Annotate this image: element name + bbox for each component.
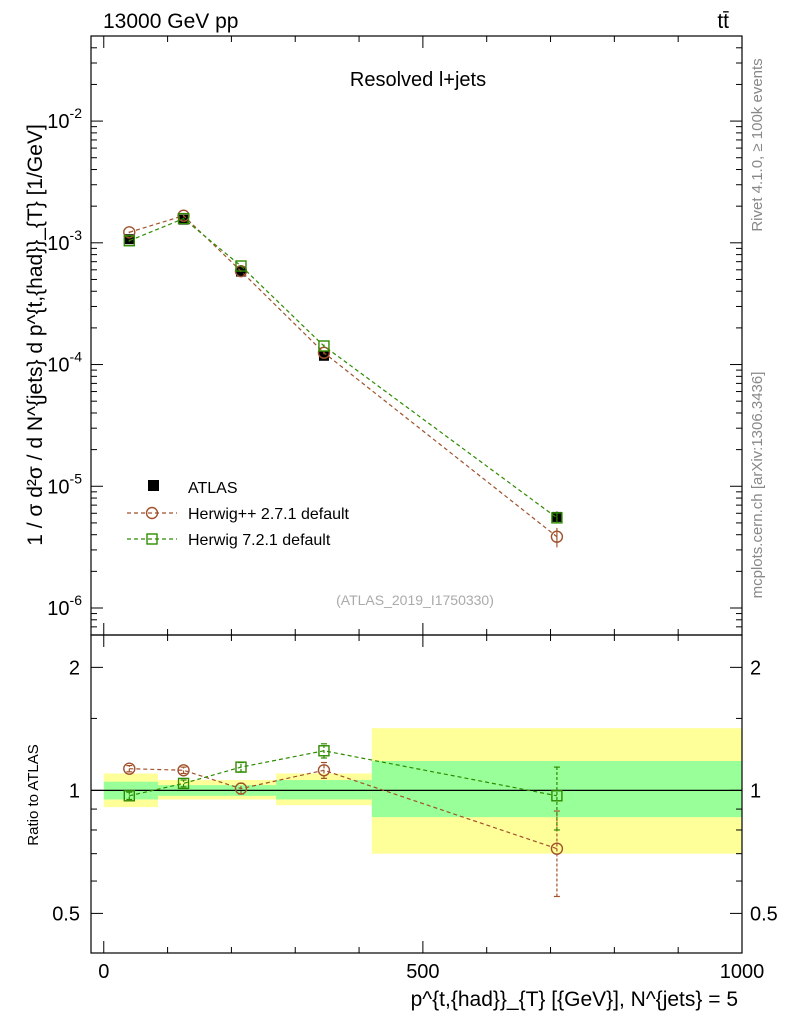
data-point-herwig7 (318, 340, 330, 352)
legend-label-atlas: ATLAS (188, 480, 238, 497)
analysis-id: (ATLAS_2019_I1750330) (336, 592, 494, 608)
mcplots-reference-label: mcplots.cern.ch [arXiv:1306.3436] (749, 372, 766, 599)
data-point-herwigpp (123, 226, 136, 239)
process-label: tt̄ (717, 10, 729, 33)
legend-label-herwig7: Herwig 7.2.1 default (188, 532, 331, 549)
legend-marker-herwig7 (146, 533, 158, 545)
ratio-series-group (123, 743, 564, 898)
main-y-axis: 10-6 10-5 10-4 10-3 10-2 (47, 105, 742, 620)
x-tick-label: 500 (406, 961, 439, 983)
ratio-point-herwigpp (123, 762, 136, 775)
ratio-point-herwig7 (235, 761, 247, 773)
rivet-version-label: Rivet 4.1.0, ≥ 100k events (749, 58, 766, 231)
ratio-y-tick-label-right: 0.5 (750, 903, 778, 925)
data-point-atlas (124, 234, 135, 245)
plot-title: Resolved l+jets (350, 69, 486, 91)
ratio-plot-panel: 0.5 0.5 1 1 2 2 0 500 1000 (52, 634, 778, 983)
main-y-axis-label: 1 / σ d²σ / d N^{jets} d p^{t,{had}}_{T}… (24, 124, 47, 546)
data-point-herwig7 (123, 235, 135, 247)
main-plot-panel: 10-6 10-5 10-4 10-3 10-2 Resolved l+jets (AT… (47, 35, 743, 636)
ratio-point-herwigpp (317, 764, 331, 777)
ratio-point-herwig7 (318, 745, 330, 757)
main-series-group (123, 209, 564, 548)
data-point-herwig7 (177, 212, 190, 225)
ratio-y-axis-label: Ratio to ATLAS (25, 744, 42, 845)
data-point-atlas (318, 350, 329, 361)
ratio-point-herwig7 (123, 790, 135, 802)
legend-label-herwigpp: Herwig++ 2.7.1 default (188, 506, 350, 523)
legend-marker-atlas (148, 480, 159, 491)
series-line-2 (129, 217, 558, 519)
ratio-y-tick-label: 2 (69, 657, 80, 679)
main-y-tick-label: 10-2 (47, 105, 82, 133)
ratio-point-herwigpp (550, 842, 564, 855)
ratio-y-tick-label: 0.5 (52, 903, 80, 925)
x-tick-label: 1000 (720, 961, 765, 983)
ratio-point-herwig7 (551, 790, 563, 802)
data-point-herwig7 (551, 512, 563, 524)
main-y-tick-label: 10-4 (47, 349, 82, 377)
main-y-tick-label: 10-6 (47, 592, 82, 620)
ratio-point-herwigpp (177, 764, 190, 777)
ratio-point-herwigpp (234, 782, 248, 795)
ratio-y-tick-label: 1 (69, 780, 80, 802)
ratio-y-tick-label-right: 1 (750, 780, 761, 802)
ratio-line-1 (129, 750, 558, 797)
main-y-tick-label: 10-3 (47, 227, 82, 255)
ratio-plot-frame (90, 634, 743, 954)
ratio-axes: 0.5 0.5 1 1 2 2 0 500 1000 (52, 635, 778, 983)
data-point-herwig7 (235, 260, 247, 272)
energy-label: 13000 GeV pp (103, 10, 238, 33)
main-y-tick-label: 10-5 (47, 470, 82, 498)
data-point-herwigpp (550, 530, 564, 543)
stat-uncertainty-band (276, 780, 372, 800)
legend: ATLAS Herwig++ 2.7.1 default Herwig 7.2.… (127, 480, 350, 549)
x-tick-label: 0 (98, 961, 109, 983)
ratio-y-tick-label-right: 2 (750, 657, 761, 679)
ratio-point-herwig7 (177, 777, 190, 790)
x-axis-label: p^{t,{had}}_{T} [{GeV}], N^{jets} = 5 (411, 988, 738, 1011)
legend-marker-herwigpp (145, 506, 159, 520)
